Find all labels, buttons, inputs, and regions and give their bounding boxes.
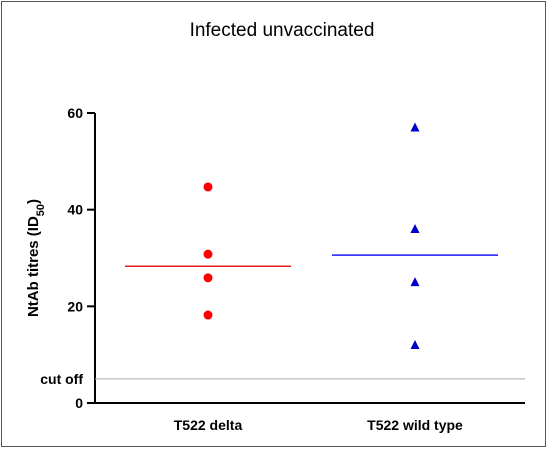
y-tick-label: 0	[75, 395, 83, 411]
data-point	[203, 273, 213, 283]
y-tick-label: 60	[67, 105, 83, 121]
y-tick-label: 40	[67, 202, 83, 218]
data-point	[203, 182, 213, 192]
data-point	[410, 122, 420, 132]
x-category-label: T522 wild type	[367, 417, 463, 433]
data-point	[410, 277, 420, 287]
data-point	[410, 224, 420, 233]
chart-frame	[1, 1, 546, 447]
data-point	[410, 340, 420, 349]
chart-title: Infected unvaccinated	[190, 20, 375, 41]
x-category-label: T522 delta	[174, 417, 243, 433]
data-point	[203, 310, 213, 320]
y-tick-label: 20	[67, 298, 83, 314]
data-point	[203, 249, 213, 259]
cutoff-label: cut off	[40, 371, 83, 387]
y-axis-label: NtAb titres (ID50)	[25, 199, 47, 317]
